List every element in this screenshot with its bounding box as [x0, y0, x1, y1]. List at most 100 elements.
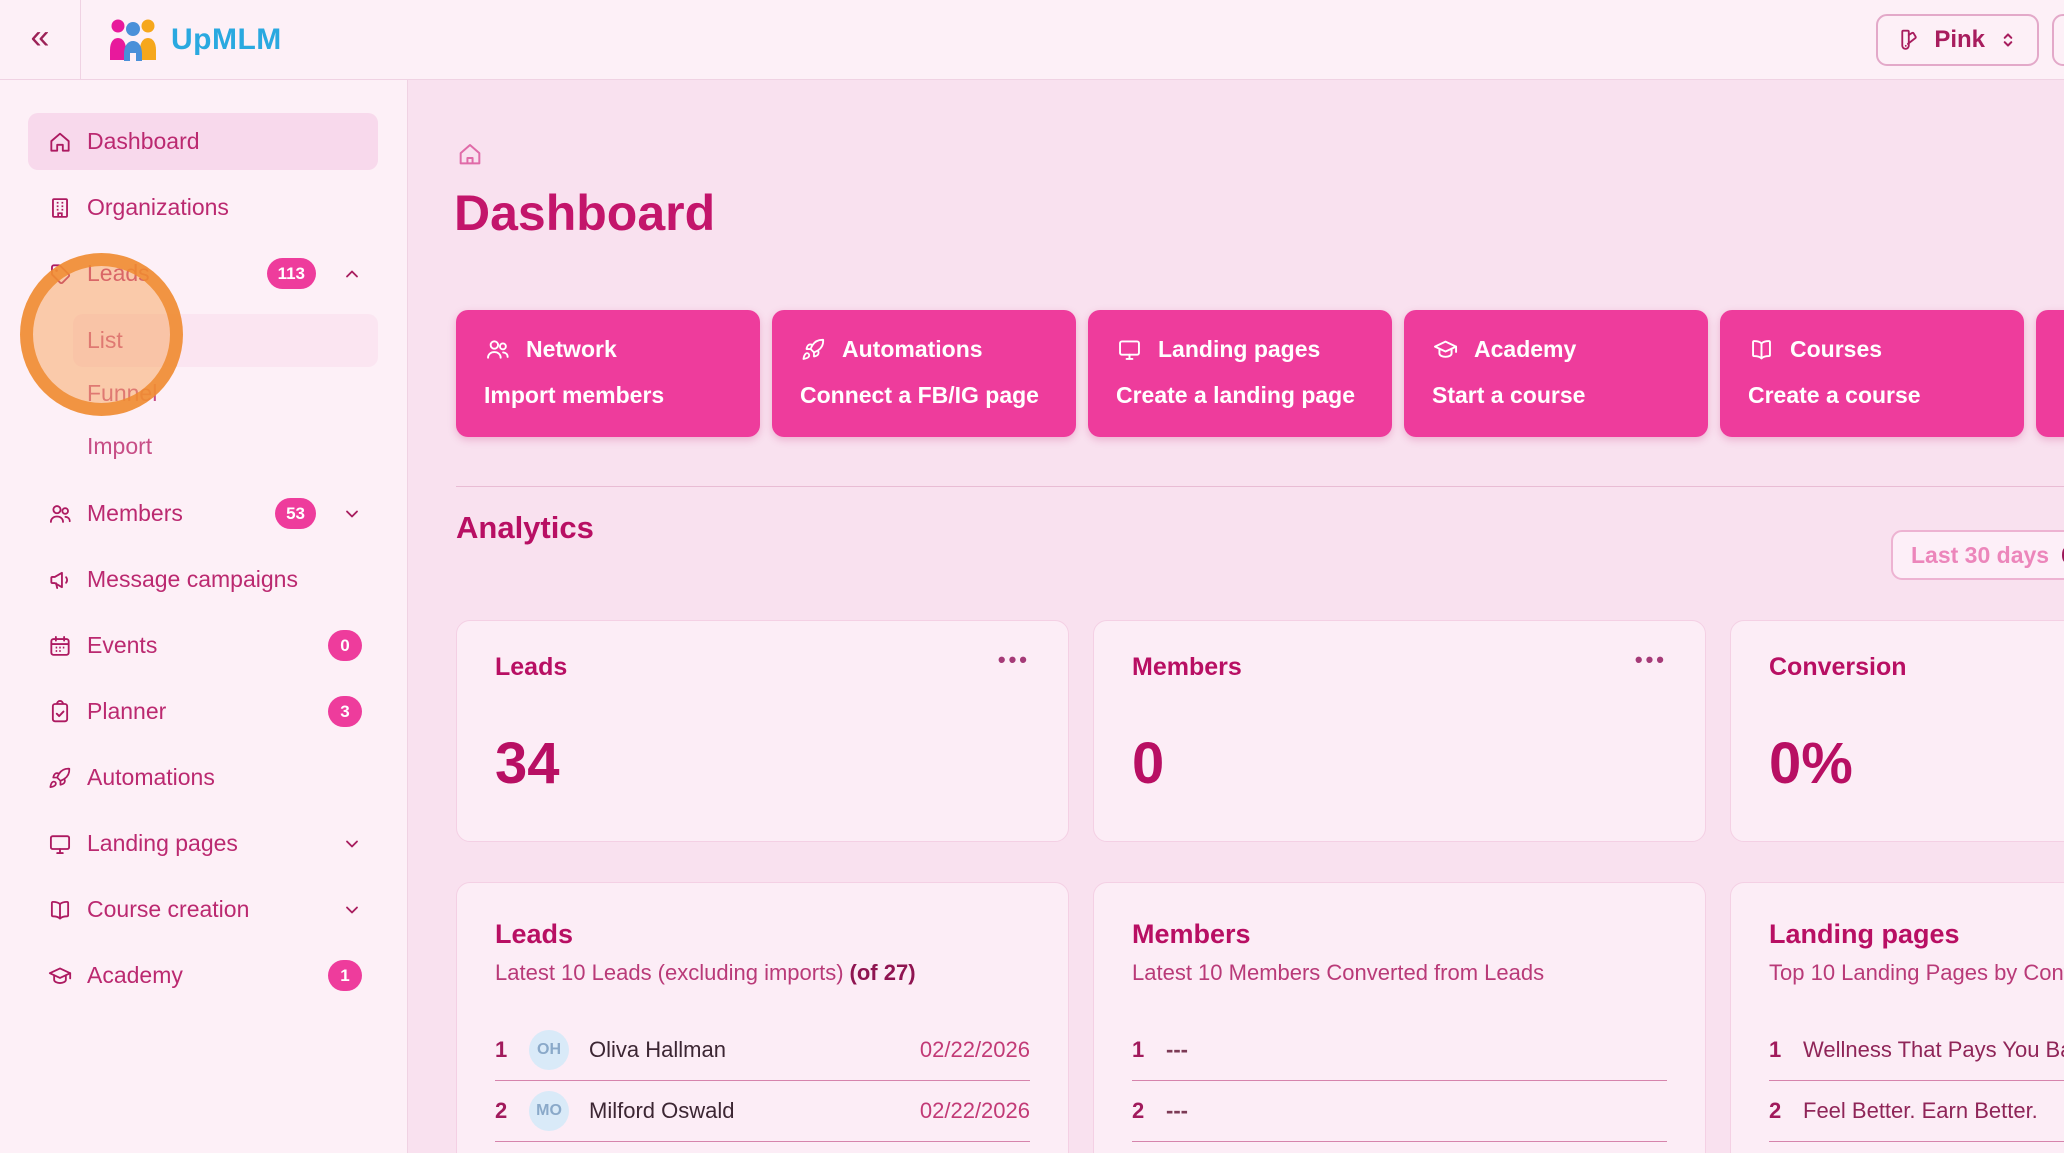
- subitem-label: Import: [87, 433, 153, 459]
- quick-action-subtitle: Connect a FB/IG page: [800, 382, 1039, 408]
- sidebar-item-landing-pages[interactable]: Landing pages: [28, 815, 378, 872]
- list-subtitle-count: (of 27): [849, 960, 916, 985]
- landing-page-name: Feel Better. Earn Better.: [1803, 1098, 2038, 1123]
- stat-value: 34: [495, 731, 560, 796]
- sidebar-subitem-list[interactable]: List: [73, 314, 378, 367]
- row-number: 1: [495, 1037, 508, 1062]
- analytics-stats-row: Leads ••• 34 Members ••• 0 Conversion ••…: [456, 620, 2064, 842]
- sidebar-item-message-campaigns[interactable]: Message campaigns: [28, 551, 378, 608]
- megaphone-icon: [50, 571, 69, 589]
- leads-submenu: List Funnel Import: [73, 314, 378, 473]
- members-list-card: Members Latest 10 Members Converted from…: [1093, 882, 1706, 1153]
- subitem-label: Funnel: [87, 380, 158, 406]
- sidebar-item-course-creation[interactable]: Course creation: [28, 881, 378, 938]
- sidebar-item-label: Planner: [87, 698, 167, 724]
- lead-row[interactable]: 1 OH Oliva Hallman 02/22/2026: [495, 1020, 1030, 1081]
- partial-edge-button[interactable]: [2052, 13, 2064, 66]
- sidebar-item-dashboard[interactable]: Dashboard: [28, 113, 378, 170]
- quick-action-academy[interactable]: Academy Start a course: [1404, 310, 1708, 437]
- building-icon: [52, 197, 68, 218]
- theme-selector-button[interactable]: Pink: [1876, 13, 2039, 66]
- date-range-filter[interactable]: Last 30 days 01/2: [1891, 530, 2064, 580]
- date-range-label: Last 30 days: [1911, 541, 2050, 568]
- member-name: ---: [1166, 1037, 1188, 1062]
- stat-title: Conversion: [1769, 653, 1907, 681]
- clipboard-check-icon: [51, 699, 69, 722]
- list-subtitle: Latest 10 Members Converted from Leads: [1132, 960, 1545, 985]
- sidebar-item-academy[interactable]: Academy 1: [28, 947, 378, 1004]
- sidebar-item-label: Message campaigns: [87, 566, 298, 592]
- chevron-down-icon[interactable]: [342, 900, 362, 920]
- users-icon: [49, 504, 71, 523]
- main-content: Dashboard Network Import members Automat…: [408, 80, 2064, 1153]
- sidebar-item-label: Leads: [87, 260, 150, 286]
- chevron-down-icon[interactable]: [342, 504, 362, 524]
- stat-value: 0%: [1769, 731, 1853, 796]
- sidebar-item-organizations[interactable]: Organizations: [28, 179, 378, 236]
- subitem-label: List: [87, 327, 123, 353]
- quick-actions-row: Network Import members Automations Conne…: [456, 310, 2064, 437]
- sidebar-item-label: Members: [87, 500, 183, 526]
- lead-row[interactable]: 2 MO Milford Oswald 02/22/2026: [495, 1081, 1030, 1142]
- sidebar-item-planner[interactable]: Planner 3: [28, 683, 378, 740]
- analytics-heading: Analytics: [456, 510, 594, 545]
- events-count-badge: 0: [328, 630, 362, 661]
- graduation-cap-icon: [1433, 340, 1458, 358]
- chevron-down-icon[interactable]: [342, 834, 362, 854]
- sidebar-item-events[interactable]: Events 0: [28, 617, 378, 674]
- section-divider: [456, 486, 2064, 487]
- card-menu-icon[interactable]: •••: [997, 647, 1030, 672]
- card-menu-icon[interactable]: •••: [1634, 647, 1667, 672]
- quick-action-subtitle: Create a course: [1748, 382, 1921, 408]
- landing-page-name: Wellness That Pays You Back: [1803, 1037, 2064, 1062]
- quick-action-card-partial[interactable]: [2036, 310, 2064, 437]
- top-bar: « UpMLM Pink: [0, 0, 2064, 80]
- lead-name: Milford Oswald: [589, 1098, 735, 1123]
- member-row[interactable]: 2 ---: [1132, 1081, 1667, 1142]
- home-icon: [50, 132, 70, 152]
- users-icon: [487, 340, 509, 359]
- quick-action-title: Automations: [842, 336, 983, 362]
- planner-count-badge: 3: [328, 696, 362, 727]
- stat-title: Leads: [495, 653, 568, 681]
- leads-list-card: Leads Latest 10 Leads (excluding imports…: [456, 882, 1069, 1153]
- sidebar-subitem-import[interactable]: Import: [73, 420, 378, 473]
- sidebar-item-label: Automations: [87, 764, 215, 790]
- tag-icon: [51, 263, 71, 284]
- sidebar-item-label: Course creation: [87, 896, 250, 922]
- stat-title: Members: [1132, 653, 1242, 681]
- stat-card-conversion: Conversion ••• 0%: [1730, 620, 2064, 842]
- stat-card-members: Members ••• 0: [1093, 620, 1706, 842]
- quick-action-title: Landing pages: [1158, 336, 1321, 362]
- quick-action-landing-pages[interactable]: Landing pages Create a landing page: [1088, 310, 1392, 437]
- brand-logo[interactable]: UpMLM: [107, 17, 282, 63]
- chevron-up-icon[interactable]: [342, 264, 362, 284]
- member-row[interactable]: 1 ---: [1132, 1020, 1667, 1081]
- list-title: Members: [1132, 919, 1251, 949]
- landing-pages-list-card: Landing pages Top 10 Landing Pages by Co…: [1730, 882, 2064, 1153]
- sidebar-item-members[interactable]: Members 53: [28, 485, 378, 542]
- sidebar-subitem-funnel[interactable]: Funnel: [73, 367, 378, 420]
- sidebar-item-automations[interactable]: Automations: [28, 749, 378, 806]
- quick-action-subtitle: Start a course: [1432, 382, 1586, 408]
- row-number: 2: [1132, 1098, 1145, 1123]
- leads-count-badge: 113: [266, 258, 316, 289]
- list-subtitle: Latest 10 Leads (excluding imports): [495, 960, 844, 985]
- sidebar-collapse-button[interactable]: «: [0, 0, 81, 80]
- logo-icon: [110, 19, 156, 61]
- breadcrumb-home-icon[interactable]: [456, 140, 484, 168]
- landing-page-row[interactable]: 1 Wellness That Pays You Back: [1769, 1020, 2064, 1081]
- landing-page-row[interactable]: 2 Feel Better. Earn Better.: [1769, 1081, 2064, 1142]
- quick-action-courses[interactable]: Courses Create a course: [1720, 310, 2024, 437]
- page-title: Dashboard: [454, 185, 716, 241]
- graduation-cap-icon: [48, 966, 72, 984]
- list-subtitle: Top 10 Landing Pages by Convers: [1769, 960, 2064, 985]
- monitor-icon: [49, 834, 71, 854]
- sidebar-item-leads[interactable]: Leads 113: [28, 245, 378, 302]
- row-number: 2: [495, 1098, 508, 1123]
- quick-action-automations[interactable]: Automations Connect a FB/IG page: [772, 310, 1076, 437]
- sidebar-item-label: Academy: [87, 962, 183, 988]
- quick-action-network[interactable]: Network Import members: [456, 310, 760, 437]
- updown-chevron-icon: [2003, 32, 2013, 47]
